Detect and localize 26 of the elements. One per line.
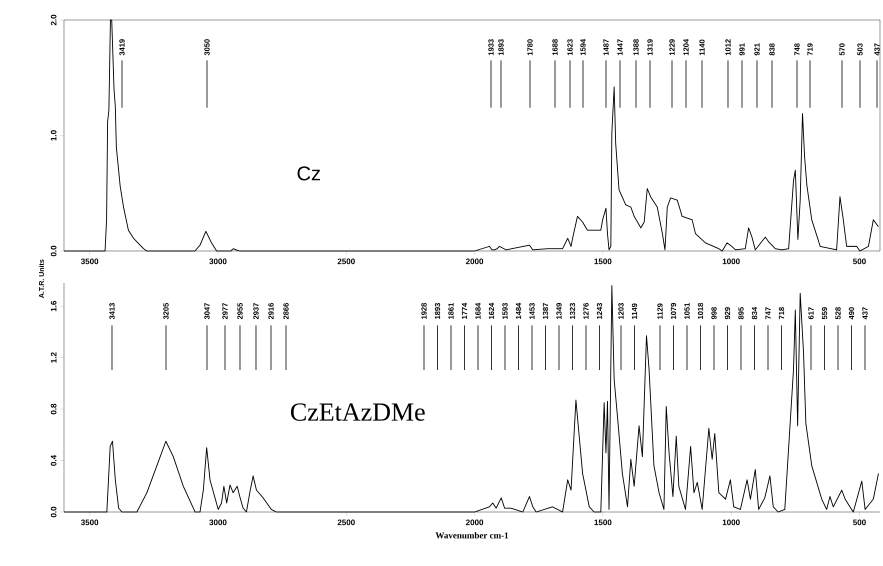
y-tick-label: 1.0 bbox=[50, 130, 56, 141]
y-tick-label: 0.4 bbox=[50, 455, 56, 466]
y-tick-label: 0.0 bbox=[50, 246, 56, 256]
x-tick-label: 2500 bbox=[338, 258, 355, 264]
text: CzEtAzDMe bbox=[290, 403, 425, 421]
x-tick-label: 500 bbox=[853, 258, 866, 264]
x-tick-label: 1500 bbox=[594, 258, 612, 264]
y-tick-label: 0.0 bbox=[50, 506, 56, 518]
x-tick-label: 3000 bbox=[209, 258, 227, 264]
y-tick-label: 1.2 bbox=[50, 352, 56, 363]
x-tick-label: 2000 bbox=[466, 520, 484, 526]
x-tick-label: 1000 bbox=[722, 520, 740, 526]
x-tick-label: 3500 bbox=[80, 520, 98, 526]
x-tick-label: 2000 bbox=[466, 258, 484, 264]
x-tick-label: 2500 bbox=[338, 520, 355, 526]
y-tick-label: 1.6 bbox=[50, 300, 56, 312]
y-tick-label: 2.0 bbox=[50, 14, 56, 26]
x-tick-label: 500 bbox=[853, 520, 866, 526]
x-tick-label: 3000 bbox=[209, 520, 227, 526]
x-axis-title: Wavenumber cm-1 bbox=[436, 532, 508, 538]
text: Cz bbox=[298, 166, 320, 180]
line-series bbox=[64, 20, 879, 252]
x-tick-label: 3500 bbox=[80, 258, 98, 264]
y-tick-label: 0.8 bbox=[50, 404, 56, 414]
x-tick-label: 1500 bbox=[594, 520, 612, 526]
x-tick-label: 1000 bbox=[722, 258, 740, 264]
